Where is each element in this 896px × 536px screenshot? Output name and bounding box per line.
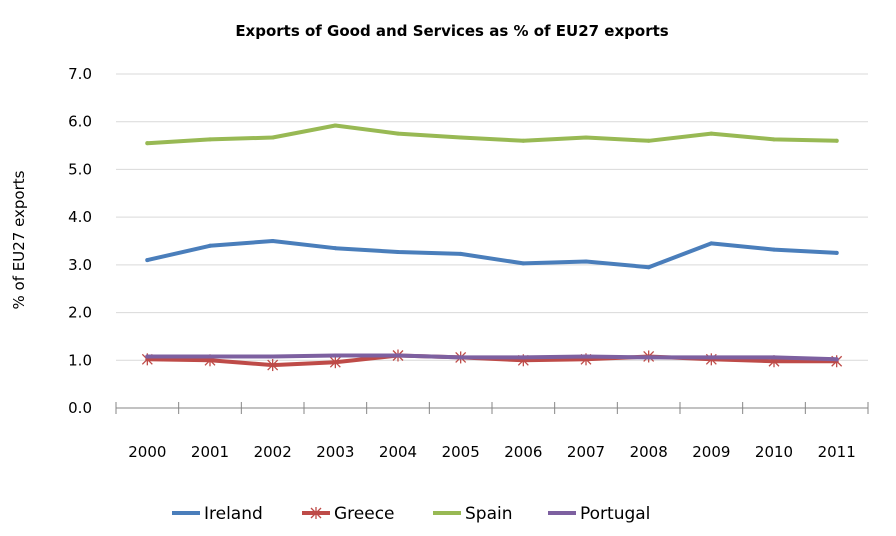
legend-marker-greece xyxy=(310,507,322,519)
data-point-spain xyxy=(145,141,150,146)
data-point-portugal xyxy=(709,355,714,360)
x-tick-label: 2009 xyxy=(692,443,730,461)
legend-item-greece: Greece xyxy=(302,504,395,524)
legend-label-spain: Spain xyxy=(465,504,513,524)
x-tick-label: 2001 xyxy=(191,443,229,461)
data-point-spain xyxy=(458,135,463,140)
y-tick-label: 1.0 xyxy=(68,351,92,369)
x-tick-label: 2011 xyxy=(818,443,856,461)
legend-label-ireland: Ireland xyxy=(204,504,263,524)
data-point-portugal xyxy=(521,355,526,360)
data-point-spain xyxy=(396,131,400,136)
data-point-greece xyxy=(329,356,341,369)
data-point-spain xyxy=(646,138,651,143)
data-point-portugal xyxy=(208,354,212,359)
data-point-spain xyxy=(834,138,839,143)
data-point-ireland xyxy=(396,249,400,254)
data-point-ireland xyxy=(584,259,588,264)
data-point-portugal xyxy=(772,355,776,360)
series-line-spain xyxy=(145,123,839,146)
y-tick-label: 0.0 xyxy=(68,399,92,417)
legend-label-portugal: Portugal xyxy=(580,504,650,524)
data-point-spain xyxy=(709,131,714,136)
data-point-ireland xyxy=(270,239,275,243)
chart-title: Exports of Good and Services as % of EU2… xyxy=(235,22,668,40)
x-tick-label: 2007 xyxy=(567,443,605,461)
data-point-ireland xyxy=(646,265,651,270)
series-line-portugal xyxy=(145,353,839,362)
data-point-ireland xyxy=(333,246,338,251)
data-point-portugal xyxy=(584,354,588,359)
data-point-ireland xyxy=(208,243,212,248)
data-point-spain xyxy=(208,137,212,142)
y-tick-label: 5.0 xyxy=(68,160,92,178)
x-tick-label: 2008 xyxy=(630,443,668,461)
x-tick-label: 2000 xyxy=(128,443,166,461)
legend-item-portugal: Portugal xyxy=(548,504,650,524)
x-tick-label: 2004 xyxy=(379,443,417,461)
legend: Ireland Greece Spain Portugal xyxy=(172,504,650,524)
x-tick-label: 2010 xyxy=(755,443,793,461)
legend-label-greece: Greece xyxy=(334,504,395,524)
gridlines xyxy=(116,73,868,361)
data-point-ireland xyxy=(772,247,776,252)
data-point-portugal xyxy=(145,354,150,359)
x-tick-label: 2002 xyxy=(254,443,292,461)
series-line-ireland xyxy=(145,239,839,270)
data-point-greece xyxy=(267,359,279,372)
y-tick-label: 3.0 xyxy=(68,256,92,274)
y-tick-label: 6.0 xyxy=(68,113,92,131)
data-point-portugal xyxy=(333,353,338,358)
data-point-spain xyxy=(333,123,338,128)
y-tick-label: 7.0 xyxy=(68,65,92,83)
data-point-ireland xyxy=(834,250,839,255)
axes: 0.0 1.0 2.0 3.0 4.0 5.0 6.0 7.0 2000 2001 2002 2003… xyxy=(68,65,869,461)
data-point-ireland xyxy=(521,261,526,266)
data-point-portugal xyxy=(834,357,839,362)
data-point-spain xyxy=(521,138,526,143)
series-lines xyxy=(141,123,843,372)
x-tick-label: 2006 xyxy=(504,443,542,461)
data-point-portugal xyxy=(646,355,651,360)
data-point-spain xyxy=(270,135,275,140)
data-point-ireland xyxy=(709,241,714,246)
x-tick-label: 2005 xyxy=(442,443,480,461)
data-point-portugal xyxy=(396,353,400,358)
y-tick-label: 4.0 xyxy=(68,208,92,226)
legend-item-ireland: Ireland xyxy=(172,504,263,524)
data-point-spain xyxy=(772,137,776,142)
data-point-portugal xyxy=(270,354,275,359)
data-point-spain xyxy=(584,135,588,140)
data-point-portugal xyxy=(458,355,463,360)
legend-item-spain: Spain xyxy=(433,504,513,524)
x-tick-label: 2003 xyxy=(316,443,354,461)
y-axis-label: % of EU27 exports xyxy=(10,170,28,309)
data-point-ireland xyxy=(458,251,463,256)
data-point-ireland xyxy=(145,258,150,263)
y-tick-label: 2.0 xyxy=(68,304,92,322)
